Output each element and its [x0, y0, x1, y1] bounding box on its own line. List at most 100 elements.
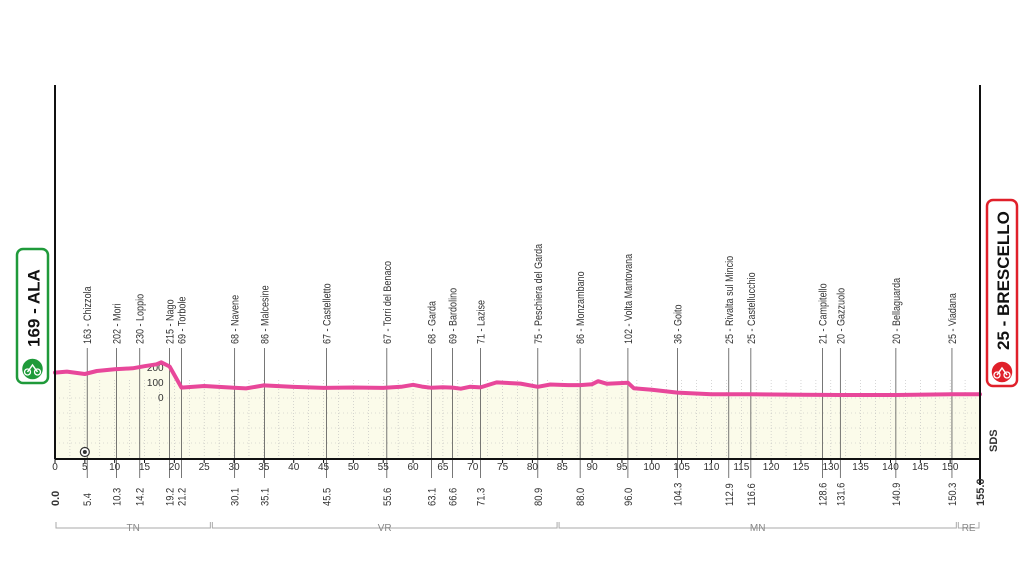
region-label: TN: [127, 523, 140, 534]
x-tick-label: 0: [52, 462, 58, 473]
waypoint-label: 69 - Bardolino: [448, 288, 460, 344]
x-tick-label: 140: [882, 462, 899, 473]
waypoint-label: 163 - Chizzola: [82, 286, 94, 344]
x-tick-label: 70: [467, 462, 479, 473]
waypoint-label: 21 - Campitello: [818, 283, 830, 344]
waypoint-km-label: 150.3: [947, 482, 959, 506]
region-label: RE: [962, 523, 976, 534]
waypoint-km-label: 63.1: [427, 488, 439, 506]
start-cyclist-wheel: [33, 368, 42, 376]
start-badge-frame: [15, 247, 50, 385]
waypoint-km-label: 19.2: [165, 488, 177, 506]
x-tick-label: 10: [109, 462, 121, 473]
waypoint-km-label: 45.5: [322, 488, 334, 506]
start-cyclist-body: [26, 363, 39, 373]
waypoint-label: 20 - Gazzuolo: [836, 288, 848, 344]
waypoint-km-label: 30.1: [230, 488, 242, 506]
waypoint-km-label: 5.4: [83, 493, 95, 506]
waypoint-km-label: 66.6: [448, 488, 460, 506]
waypoint-km-label: 14.2: [135, 488, 147, 506]
start-cyclist-wheel: [23, 368, 32, 376]
region-bracket: [957, 522, 980, 529]
waypoint-km-label: 88.0: [576, 488, 588, 506]
start-cyclist-icon: [20, 357, 45, 381]
x-tick-label: 130: [822, 462, 839, 473]
x-tick-label: 50: [348, 462, 360, 473]
finish-badge-frame: [985, 198, 1019, 388]
x-tick-label: 150: [942, 462, 959, 473]
waypoint-label: 36 - Goito: [673, 304, 685, 344]
waypoint-km-label: 21.2: [177, 488, 189, 506]
waypoint-label: 25 - Viadana: [947, 293, 959, 344]
x-tick-label: 135: [852, 462, 869, 473]
waypoint-km-label: 35.1: [260, 488, 272, 506]
waypoint-label: 75 - Peschiera del Garda: [533, 243, 545, 344]
waypoint-km-label: 80.9: [533, 488, 545, 506]
waypoint-km-label: 71.3: [476, 488, 488, 506]
waypoint-km-label: 131.6: [836, 482, 848, 506]
waypoint-label: 69 - Torbole: [177, 296, 189, 344]
start-badge: 169 - ALA: [15, 247, 50, 385]
x-tick-label: 105: [673, 462, 690, 473]
waypoint-km-label: 116.6: [746, 483, 758, 506]
x-tick-label: 95: [616, 462, 628, 473]
x-tick-label: 75: [497, 462, 509, 473]
x-tick-label: 25: [199, 462, 211, 473]
y-tick-label: 100: [147, 378, 164, 389]
waypoint-km-label: 128.6: [818, 482, 830, 506]
x-tick-label: 90: [587, 462, 599, 473]
sprint-marker-dot: [82, 450, 87, 454]
x-tick-label: 85: [557, 462, 569, 473]
waypoint-label: 68 - Navene: [230, 295, 242, 344]
finish-badge: 25 - BRESCELLO: [985, 198, 1019, 388]
x-tick-label: 115: [733, 462, 749, 473]
x-tick-label: 125: [793, 462, 810, 473]
x-tick-label: 80: [527, 462, 539, 473]
waypoint-label: 86 - Malcesine: [260, 285, 272, 344]
region-bracket: [211, 522, 558, 529]
x-tick-label: 20: [169, 462, 181, 473]
finish-cyclist-wheel: [1003, 371, 1011, 379]
x-tick-label: 100: [643, 462, 660, 473]
profile-line: [53, 360, 982, 397]
x-tick-label: 45: [318, 462, 330, 473]
x-tick-label: 15: [139, 462, 151, 473]
waypoint-km-label: 96.0: [623, 488, 635, 506]
x-tick-label: 55: [378, 462, 390, 473]
start-km-label: 0.0: [50, 491, 62, 506]
y-tick-label: 200: [147, 363, 164, 374]
waypoint-label: 25 - Rivalta sul Mincio: [724, 256, 736, 344]
waypoint-km-label: 112.9: [724, 483, 736, 506]
y-tick-label: 0: [158, 393, 164, 404]
x-tick-label: 60: [408, 462, 420, 473]
region-bracket: [558, 522, 957, 529]
waypoint-label: 67 - Torri del Benaco: [382, 261, 394, 344]
finish-cyclist-body: [996, 366, 1008, 376]
waypoint-label: 215 - Nago: [165, 299, 177, 344]
x-tick-label: 5: [82, 462, 88, 473]
waypoint-km-label: 10.3: [112, 488, 124, 506]
sds-logo: SDS: [988, 429, 1000, 452]
region-label: VR: [378, 523, 392, 534]
finish-km-label: 155.0: [975, 478, 987, 506]
x-tick-label: 110: [703, 462, 719, 473]
x-tick-label: 65: [437, 462, 449, 473]
finish-badge-label: 25 - BRESCELLO: [994, 211, 1013, 350]
waypoint-label: 202 - Mori: [112, 303, 124, 344]
waypoint-label: 68 - Garda: [427, 301, 439, 344]
waypoint-km-label: 55.6: [382, 488, 394, 506]
x-tick-label: 40: [288, 462, 300, 473]
waypoint-label: 20 - Bellaguarda: [891, 278, 903, 344]
waypoint-label: 86 - Monzambano: [575, 271, 587, 344]
waypoint-km-label: 140.9: [891, 482, 903, 506]
finish-cyclist-icon: [990, 360, 1014, 384]
x-tick-label: 30: [228, 462, 240, 473]
waypoint-label: 71 - Lazise: [476, 300, 488, 344]
region-bracket: [55, 522, 211, 529]
waypoint-label: 25 - Castellucchio: [746, 272, 758, 344]
waypoint-label: 102 - Volta Mantovana: [623, 253, 635, 344]
waypoint-label: 230 - Loppio: [135, 294, 147, 344]
region-label: MN: [750, 523, 766, 534]
x-tick-label: 35: [258, 462, 270, 473]
finish-cyclist-wheel: [993, 371, 1001, 379]
